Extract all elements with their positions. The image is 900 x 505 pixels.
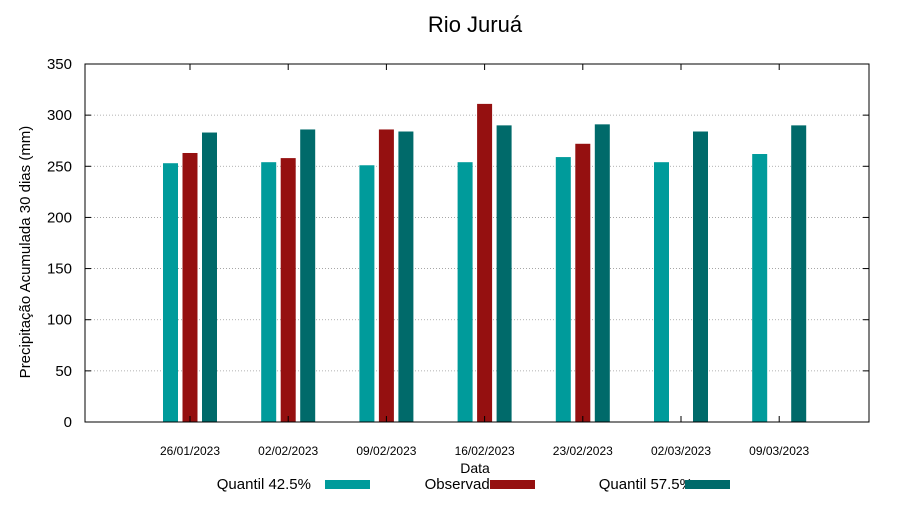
bars [163, 103, 807, 423]
y-tick-label: 200 [47, 209, 72, 226]
legend-swatch [490, 480, 535, 489]
bar-0-2 [359, 165, 375, 422]
y-tick-label: 350 [47, 56, 72, 73]
bar-0-5 [654, 162, 669, 423]
x-tick-label: 09/03/2023 [749, 444, 809, 458]
bar-0-4 [555, 157, 571, 422]
x-tick-label: 09/02/2023 [356, 444, 416, 458]
legend: Quantil 42.5% Observado Quantil 57.5% [217, 476, 730, 493]
chart-title: Rio Juruá [428, 12, 523, 37]
y-axis-ticks: 0 50 100 150 200 250 300 350 [47, 56, 869, 431]
x-tick-label: 16/02/2023 [455, 444, 515, 458]
bar-1-2 [378, 129, 394, 422]
legend-label: Quantil 57.5% [599, 476, 693, 493]
legend-label: Quantil 42.5% [217, 476, 311, 493]
x-axis-label: Data [460, 460, 490, 476]
bar-0-0 [163, 163, 178, 422]
bar-2-2 [398, 131, 414, 422]
bar-0-1 [261, 162, 277, 423]
bar-1-4 [575, 143, 591, 423]
bar-2-5 [693, 131, 708, 422]
x-tick-label: 02/03/2023 [651, 444, 711, 458]
x-axis-ticks: 26/01/2023 02/02/2023 09/02/2023 16/02/2023… [160, 64, 810, 458]
y-tick-label: 250 [47, 158, 72, 175]
x-tick-label: 23/02/2023 [553, 444, 613, 458]
bar-2-1 [300, 129, 316, 422]
bar-1-1 [280, 158, 296, 423]
bar-0-6 [752, 154, 768, 423]
bar-2-3 [496, 125, 512, 422]
y-tick-label: 50 [55, 363, 72, 380]
bar-2-6 [791, 125, 807, 422]
bar-1-3 [477, 103, 493, 423]
bar-2-0 [202, 132, 217, 422]
y-axis-label: Precipitação Acumulada 30 dias (mm) [17, 126, 34, 379]
y-tick-label: 150 [47, 261, 72, 278]
bar-1-0 [182, 152, 198, 422]
y-tick-label: 100 [47, 312, 72, 329]
legend-swatch [685, 480, 730, 489]
x-tick-label: 26/01/2023 [160, 444, 220, 458]
y-tick-label: 300 [47, 107, 72, 124]
bar-2-4 [594, 124, 610, 422]
plot-frame [84, 63, 870, 423]
legend-label: Observado [425, 476, 498, 493]
bar-0-3 [457, 162, 473, 423]
y-tick-label: 0 [64, 414, 72, 431]
legend-swatch [325, 480, 370, 489]
x-tick-label: 02/02/2023 [258, 444, 318, 458]
